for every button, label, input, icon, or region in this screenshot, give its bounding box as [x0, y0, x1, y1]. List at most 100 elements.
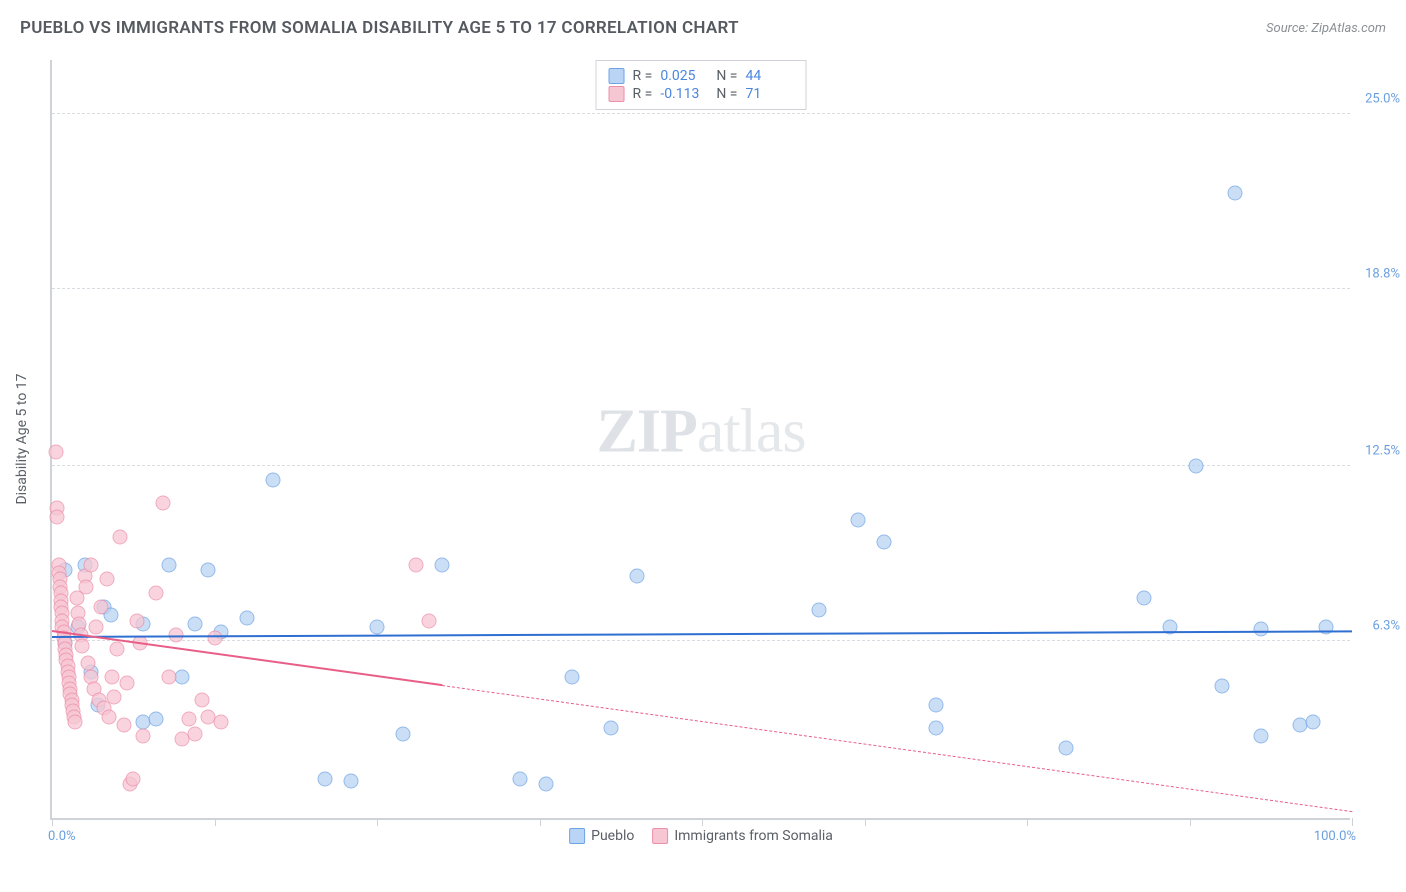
source-label: Source: ZipAtlas.com [1266, 21, 1386, 36]
data-point [812, 602, 827, 617]
legend-swatch [609, 68, 625, 84]
data-point [435, 557, 450, 572]
data-point [107, 689, 122, 704]
x-axis-max-label: 100.0% [1314, 829, 1356, 844]
data-point [102, 709, 117, 724]
legend-n-value: 44 [745, 68, 793, 84]
legend-r-value: 0.025 [660, 68, 708, 84]
data-point [149, 712, 164, 727]
data-point [1189, 459, 1204, 474]
data-point [116, 718, 131, 733]
data-point [68, 715, 83, 730]
gridline-h [52, 640, 1350, 641]
y-tick-label: 6.3% [1354, 618, 1400, 633]
data-point [565, 670, 580, 685]
data-point [266, 473, 281, 488]
x-tick [1352, 818, 1353, 826]
data-point [112, 529, 127, 544]
legend-label: Pueblo [591, 828, 634, 844]
data-point [162, 557, 177, 572]
legend-stat-row: R =-0.113N =71 [609, 85, 794, 103]
data-point [155, 495, 170, 510]
data-point [81, 656, 96, 671]
scatter-plot-area: ZIPatlas Disability Age 5 to 17 R =0.025… [50, 60, 1350, 820]
watermark-zip: ZIP [597, 397, 697, 465]
data-point [604, 720, 619, 735]
data-point [929, 698, 944, 713]
data-point [1215, 678, 1230, 693]
x-tick [1190, 818, 1191, 826]
legend-item: Pueblo [569, 828, 634, 844]
data-point [89, 619, 104, 634]
data-point [877, 535, 892, 550]
legend-r-label: R = [633, 68, 653, 84]
data-point [929, 720, 944, 735]
legend-swatch [652, 828, 668, 844]
x-tick [865, 818, 866, 826]
x-tick [540, 818, 541, 826]
x-tick [215, 818, 216, 826]
data-point [318, 771, 333, 786]
data-point [78, 580, 93, 595]
x-tick [52, 818, 53, 826]
watermark-atlas: atlas [697, 397, 806, 465]
data-point [175, 670, 190, 685]
trend-line-extrapolated [442, 685, 1352, 812]
data-point [120, 675, 135, 690]
data-point [344, 774, 359, 789]
legend-swatch [609, 86, 625, 102]
x-axis-min-label: 0.0% [48, 829, 76, 844]
legend-series: Pueblo Immigrants from Somalia [569, 828, 833, 844]
legend-label: Immigrants from Somalia [674, 828, 833, 844]
chart-title: PUEBLO VS IMMIGRANTS FROM SOMALIA DISABI… [20, 18, 739, 38]
legend-stats-box: R =0.025N =44R =-0.113N =71 [596, 60, 807, 110]
data-point [162, 670, 177, 685]
data-point [129, 613, 144, 628]
data-point [1254, 729, 1269, 744]
data-point [194, 692, 209, 707]
data-point [851, 512, 866, 527]
data-point [1137, 591, 1152, 606]
data-point [1254, 622, 1269, 637]
legend-r-value: -0.113 [660, 86, 708, 102]
trend-line [52, 630, 1352, 638]
y-tick-label: 18.8% [1354, 266, 1400, 281]
data-point [188, 726, 203, 741]
data-point [94, 599, 109, 614]
data-point [84, 557, 99, 572]
y-tick-label: 12.5% [1354, 444, 1400, 459]
legend-n-label: N = [716, 68, 737, 84]
legend-item: Immigrants from Somalia [652, 828, 833, 844]
watermark: ZIPatlas [597, 396, 806, 467]
x-tick [1027, 818, 1028, 826]
data-point [630, 568, 645, 583]
y-axis-label: Disability Age 5 to 17 [14, 373, 30, 504]
data-point [136, 729, 151, 744]
data-point [539, 777, 554, 792]
legend-n-label: N = [716, 86, 737, 102]
data-point [1228, 186, 1243, 201]
data-point [181, 712, 196, 727]
data-point [214, 715, 229, 730]
data-point [201, 563, 216, 578]
data-point [50, 509, 65, 524]
data-point [188, 616, 203, 631]
data-point [110, 642, 125, 657]
data-point [370, 619, 385, 634]
gridline-h [52, 288, 1350, 289]
gridline-h [52, 465, 1350, 466]
x-tick [702, 818, 703, 826]
data-point [207, 630, 222, 645]
data-point [99, 571, 114, 586]
data-point [104, 670, 119, 685]
data-point [74, 639, 89, 654]
data-point [409, 557, 424, 572]
data-point [240, 611, 255, 626]
gridline-h [52, 113, 1350, 114]
legend-stat-row: R = 0.025 N = 44 [609, 67, 794, 85]
x-tick [377, 818, 378, 826]
y-tick-label: 25.0% [1354, 92, 1400, 107]
data-point [396, 726, 411, 741]
legend-swatch [569, 828, 585, 844]
legend-r-label: R = [633, 86, 653, 102]
